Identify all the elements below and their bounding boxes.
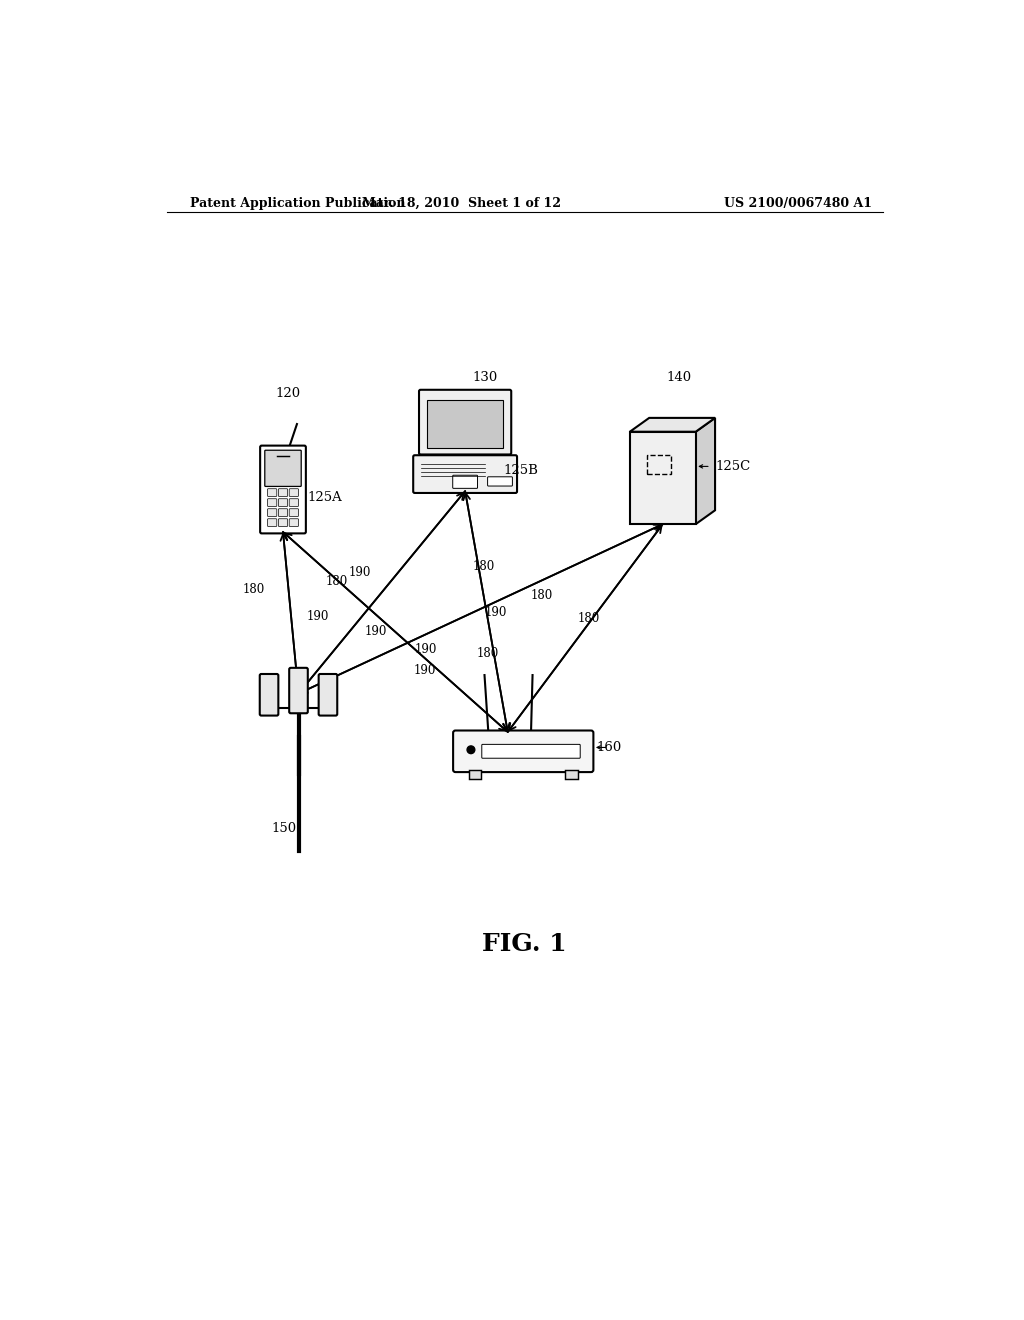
FancyBboxPatch shape — [279, 488, 288, 496]
FancyBboxPatch shape — [469, 770, 481, 779]
Text: 130: 130 — [473, 371, 498, 384]
FancyBboxPatch shape — [279, 508, 288, 516]
Text: 180: 180 — [531, 589, 553, 602]
FancyBboxPatch shape — [267, 508, 276, 516]
FancyBboxPatch shape — [453, 730, 593, 772]
FancyBboxPatch shape — [267, 519, 276, 527]
Text: 140: 140 — [667, 371, 692, 384]
FancyBboxPatch shape — [265, 450, 301, 487]
FancyBboxPatch shape — [565, 770, 578, 779]
Text: 190: 190 — [415, 643, 437, 656]
FancyBboxPatch shape — [279, 519, 288, 527]
Polygon shape — [630, 418, 715, 432]
Text: 150: 150 — [271, 822, 297, 834]
Polygon shape — [695, 418, 715, 524]
FancyBboxPatch shape — [487, 477, 512, 486]
Text: FIG. 1: FIG. 1 — [482, 932, 567, 956]
Text: 125C: 125C — [716, 459, 751, 473]
Circle shape — [467, 746, 475, 754]
Text: Mar. 18, 2010  Sheet 1 of 12: Mar. 18, 2010 Sheet 1 of 12 — [361, 197, 561, 210]
FancyBboxPatch shape — [453, 475, 477, 488]
Text: 120: 120 — [275, 387, 300, 400]
Text: 180: 180 — [243, 583, 265, 597]
Text: 190: 190 — [414, 664, 435, 677]
FancyBboxPatch shape — [260, 446, 306, 533]
FancyBboxPatch shape — [289, 508, 299, 516]
FancyBboxPatch shape — [481, 744, 581, 758]
FancyBboxPatch shape — [414, 455, 517, 492]
Text: 190: 190 — [306, 610, 329, 623]
Text: Patent Application Publication: Patent Application Publication — [190, 197, 406, 210]
FancyBboxPatch shape — [267, 488, 276, 496]
FancyBboxPatch shape — [279, 499, 288, 507]
Text: US 2100/0067480 A1: US 2100/0067480 A1 — [724, 197, 872, 210]
FancyBboxPatch shape — [289, 488, 299, 496]
Text: 180: 180 — [326, 576, 348, 589]
FancyBboxPatch shape — [260, 675, 279, 715]
FancyBboxPatch shape — [289, 668, 308, 713]
Text: 180: 180 — [578, 612, 600, 626]
Text: 180: 180 — [477, 647, 499, 660]
FancyBboxPatch shape — [289, 519, 299, 527]
FancyBboxPatch shape — [267, 499, 276, 507]
Text: 190: 190 — [349, 566, 372, 579]
Text: 190: 190 — [365, 626, 387, 639]
FancyBboxPatch shape — [419, 389, 511, 454]
Text: 125A: 125A — [308, 491, 343, 504]
Text: 180: 180 — [473, 560, 496, 573]
FancyBboxPatch shape — [427, 400, 504, 447]
FancyBboxPatch shape — [289, 499, 299, 507]
FancyBboxPatch shape — [630, 432, 695, 524]
Text: 125B: 125B — [504, 463, 539, 477]
FancyBboxPatch shape — [318, 675, 337, 715]
Text: 160: 160 — [597, 741, 623, 754]
Text: 190: 190 — [484, 606, 507, 619]
